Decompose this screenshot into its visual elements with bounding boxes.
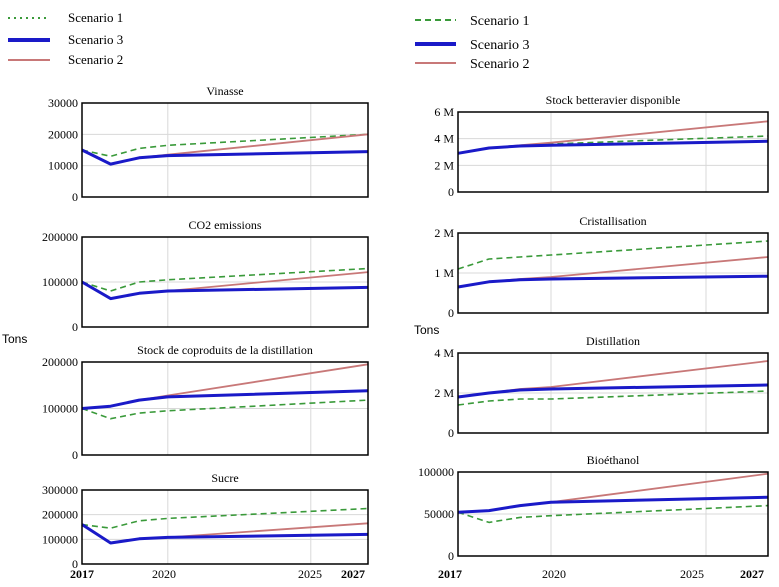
y-tick-label: 0	[72, 448, 78, 462]
chart-panel: Cristallisation 0 1 M 2 M	[434, 214, 769, 320]
series-line-scenario-3	[457, 274, 769, 289]
y-tick-label: 4 M	[434, 346, 454, 360]
legend-left-entry: Scenario 2	[8, 52, 123, 67]
legend-right-label: Scenario 2	[470, 57, 529, 72]
legend-right-entry: Scenario 2	[415, 57, 529, 72]
chart-title: Stock de coproduits de la distillation	[137, 343, 313, 357]
y-tick-label: 2 M	[434, 386, 454, 400]
legend-left-entry: Scenario 3	[8, 32, 123, 47]
series-line-scenario-1	[81, 267, 369, 292]
chart-panel: Bioéthanol 0 50000 100000	[418, 453, 769, 563]
chart-title: Stock betteravier disponible	[546, 93, 681, 107]
unit-label-right: Tons	[414, 323, 439, 337]
y-tick-label: 20000	[48, 127, 78, 141]
y-tick-label: 2 M	[434, 158, 454, 172]
plot-frame	[457, 111, 769, 193]
series-line-scenario-1	[457, 240, 769, 270]
legend-left-label: Scenario 2	[68, 52, 123, 67]
legend-right-entry: Scenario 3	[415, 38, 529, 53]
y-tick-label: 30000	[48, 96, 78, 110]
unit-label-left: Tons	[2, 332, 27, 346]
series-line-scenario-1	[457, 390, 769, 406]
y-tick-label: 0	[448, 306, 454, 320]
chart-title: Bioéthanol	[587, 453, 640, 467]
legend-left-entry: Scenario 1	[8, 10, 123, 25]
legend-right-label: Scenario 3	[470, 38, 529, 53]
legend-left-label: Scenario 3	[68, 32, 123, 47]
plot-frame	[457, 232, 769, 314]
y-tick-label: 10000	[48, 159, 78, 173]
y-tick-label: 2 M	[434, 226, 454, 240]
y-tick-label: 200000	[42, 355, 78, 369]
series-line-scenario-1	[81, 507, 369, 530]
plot-frame	[457, 352, 769, 434]
series-line-scenario-3	[457, 495, 769, 514]
legend-right: Scenario 1 Scenario 3 Scenario 2	[415, 14, 529, 72]
y-tick-label: 100000	[42, 402, 78, 416]
plot-frame	[81, 236, 369, 328]
y-tick-label: 0	[72, 320, 78, 334]
y-tick-label: 0	[448, 426, 454, 440]
y-tick-label: 6 M	[434, 105, 454, 119]
y-tick-label: 200000	[42, 508, 78, 522]
chart-title: Distillation	[586, 334, 640, 348]
y-tick-label: 100000	[42, 532, 78, 546]
plot-frame	[81, 489, 369, 565]
chart-title: Cristallisation	[579, 214, 646, 228]
series-line-scenario-3	[457, 139, 769, 155]
legend-left-label: Scenario 1	[68, 10, 123, 25]
series-line-scenario-1	[81, 399, 369, 420]
y-tick-label: 100000	[418, 465, 454, 479]
x-tick-label: 2025	[298, 567, 322, 581]
plot-frame	[457, 471, 769, 557]
chart-title: CO2 emissions	[188, 218, 261, 232]
series-line-scenario-3	[81, 148, 369, 166]
x-tick-label: 2017	[70, 567, 94, 581]
chart-panel: Stock betteravier disponible 0 2 M 4 M 6 M	[434, 93, 769, 199]
series-line-scenario-3	[81, 523, 369, 545]
x-tick-label: 2020	[152, 567, 176, 581]
chart-panel: Distillation 0 2 M 4 M	[434, 334, 769, 440]
series-line-scenario-3	[457, 383, 769, 399]
x-tick-label: 2020	[542, 567, 566, 581]
series-line-scenario-1	[81, 133, 369, 158]
series-line-scenario-2	[457, 472, 769, 514]
charts-group: Vinasse 0 10000 20000 30000 CO2 emissions 0 100…	[42, 84, 769, 571]
legend-right-label: Scenario 1	[470, 14, 529, 29]
series-line-scenario-3	[81, 389, 369, 410]
y-tick-label: 4 M	[434, 132, 454, 146]
y-tick-label: 1 M	[434, 266, 454, 280]
chart-title: Vinasse	[206, 84, 243, 98]
x-axis-labels-right: 2017 2020 2025 2027	[438, 567, 764, 581]
y-tick-label: 100000	[42, 275, 78, 289]
x-tick-label: 2027	[740, 567, 764, 581]
y-tick-label: 200000	[42, 230, 78, 244]
chart-panel: Stock de coproduits de la distillation 0 1…	[42, 343, 369, 462]
chart-panel: CO2 emissions 0 100000 200000	[42, 218, 369, 334]
y-tick-label: 50000	[424, 507, 454, 521]
y-tick-label: 0	[448, 549, 454, 563]
series-line-scenario-2	[457, 256, 769, 288]
y-tick-label: 0	[72, 190, 78, 204]
legend-left: Scenario 1 Scenario 3 Scenario 2	[8, 10, 123, 67]
plot-frame	[81, 361, 369, 456]
x-tick-label: 2017	[438, 567, 462, 581]
x-axis-labels-left: 2017 2020 2025 2027	[70, 567, 365, 581]
series-line-scenario-3	[81, 280, 369, 301]
plot-frame	[81, 102, 369, 198]
chart-panel: Vinasse 0 10000 20000 30000	[48, 84, 369, 204]
y-tick-label: 300000	[42, 483, 78, 497]
x-tick-label: 2027	[341, 567, 365, 581]
x-tick-label: 2025	[680, 567, 704, 581]
legend-right-entry: Scenario 1	[415, 14, 529, 29]
y-tick-label: 0	[448, 185, 454, 199]
chart-panel: Sucre 0 100000 200000 300000	[42, 471, 369, 571]
y-tick-label: 0	[72, 557, 78, 571]
series-line-scenario-1	[457, 504, 769, 524]
chart-title: Sucre	[211, 471, 238, 485]
